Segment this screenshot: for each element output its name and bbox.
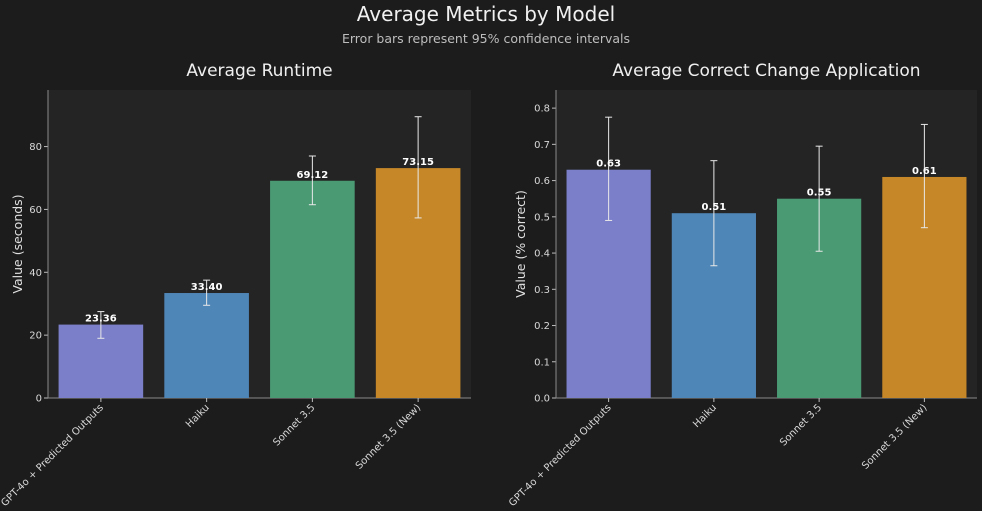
data-label: 33.40 [191,282,223,293]
y-tick-label: 0.0 [534,394,550,405]
y-tick-label: 0.6 [534,176,550,187]
y-tick-label: 0.1 [534,357,550,368]
x-tick-label: GPT-4o + Predicted Outputs [0,402,106,509]
chart-panels: Average Runtime Value (seconds) 0 20 40 60 80 2… [0,61,977,509]
bar [270,180,355,398]
x-tick-label: Sonnet 3.5 (New) [354,402,423,471]
x-tick-label: Haiku [691,402,719,430]
chart-panel-1: Average Runtime Value (seconds) 0 20 40 60 80 2… [0,61,471,509]
bar [164,293,249,398]
data-label: 0.51 [702,202,727,213]
x-tick-label: Sonnet 3.5 (New) [860,402,929,471]
y-tick-label: 20 [29,331,42,342]
y-tick-label: 0.5 [534,212,550,223]
x-tick-label: Haiku [184,402,212,430]
y-tick-label: 0.4 [534,249,550,260]
y-tick-label: 0.3 [534,285,550,296]
y-tick-label: 40 [29,268,42,279]
data-label: 0.55 [807,188,832,199]
x-tick-label: Sonnet 3.5 [271,402,317,448]
x-tick-label: GPT-4o + Predicted Outputs [507,402,614,509]
x-tick-label: Sonnet 3.5 [778,402,824,448]
y-tick-label: 0.8 [534,104,550,115]
y-tick-label: 0 [36,394,42,405]
data-label: 73.15 [402,157,434,168]
y-tick-label: 0.7 [534,140,550,151]
y-axis-label: Value (seconds) [10,194,25,293]
figure-title: Average Metrics by Model [357,2,615,26]
chart-panel-2: Average Correct Change Application Value … [507,61,977,509]
data-label: 23.36 [85,314,117,325]
panel-title: Average Correct Change Application [612,61,920,81]
figure-subtitle: Error bars represent 95% confidence inte… [342,31,630,46]
y-tick-label: 60 [29,205,42,216]
data-label: 0.61 [912,166,937,177]
y-tick-label: 80 [29,142,42,153]
panel-title: Average Runtime [186,61,332,81]
y-axis-label: Value (% correct) [513,190,528,298]
data-label: 0.63 [596,159,621,170]
y-tick-label: 0.2 [534,321,550,332]
data-label: 69.12 [297,170,329,181]
